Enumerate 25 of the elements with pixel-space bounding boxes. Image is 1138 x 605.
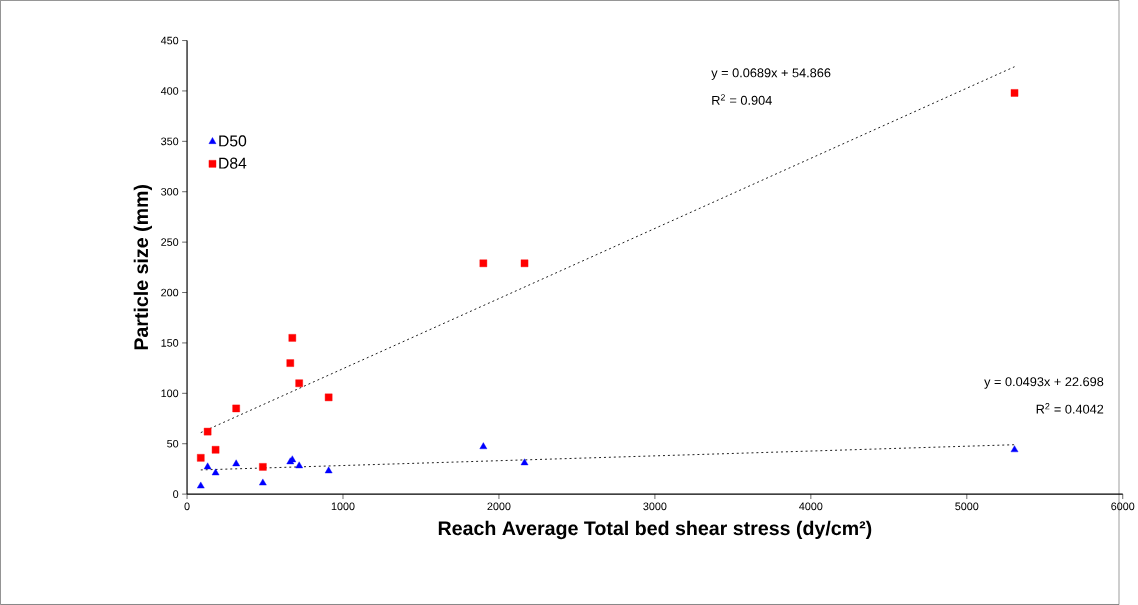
x-tick-label: 2000 (487, 502, 511, 511)
annotation: R$^{2}$ = 0.4042 (1036, 403, 1104, 414)
x-axis-title: Reach Average Total bed shear stress (dy/cm²) (438, 520, 872, 540)
y-tick-label: 350 (161, 137, 179, 146)
legend-label: D50 (219, 135, 247, 147)
x-tick-label: 1000 (331, 502, 355, 511)
annotation: y = 0.0493x + 22.698 (984, 377, 1104, 389)
x-tick-label: 5000 (955, 502, 979, 511)
y-tick-label: 100 (161, 389, 179, 398)
y-tick-label: 400 (160, 87, 179, 95)
x-tick-label: 6000 (1111, 502, 1135, 511)
y-tick-label: 0 (173, 490, 179, 498)
y-tick-label: 150 (161, 339, 179, 347)
annotation: y = 0.0689x + 54.866 (711, 68, 831, 80)
y-tick-label: 200 (161, 288, 179, 297)
y-tick-label: 450 (160, 36, 179, 45)
legend-label: D84 (219, 157, 247, 169)
y-tick-label: 250 (161, 238, 179, 246)
annotation: R$^{2}$ = 0.904 (712, 94, 772, 105)
y-tick-label: 300 (161, 187, 179, 196)
y-tick-label: 50 (167, 439, 179, 448)
x-tick-label: 0 (184, 502, 190, 511)
x-tick-label: 4000 (799, 502, 823, 511)
x-tick-label: 3000 (643, 502, 667, 511)
y-axis-title: Particle size (mm) (133, 185, 152, 350)
